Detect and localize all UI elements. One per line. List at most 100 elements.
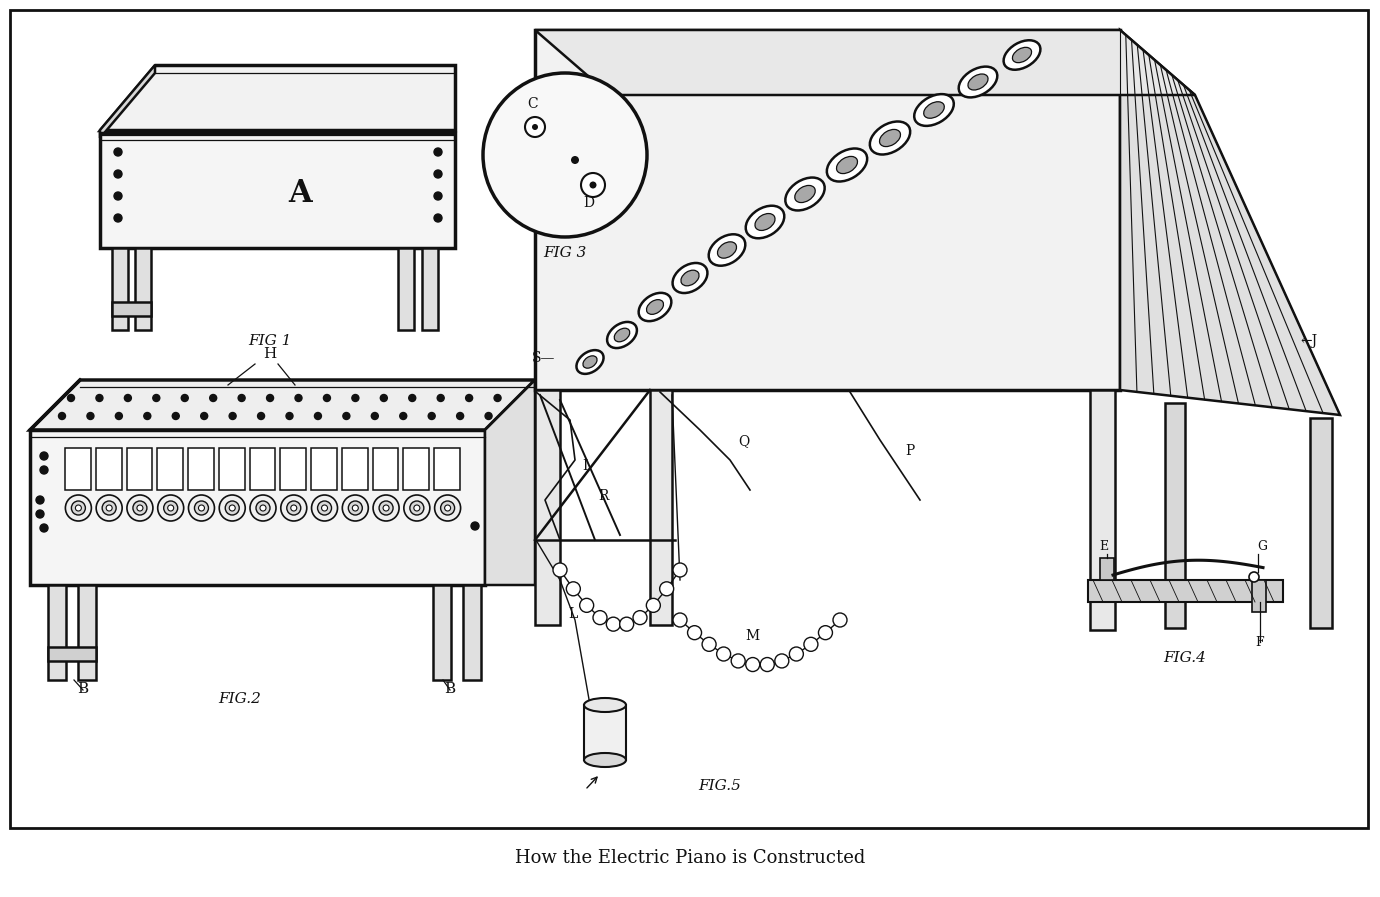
Bar [310,448,337,490]
Text: F: F [1256,636,1264,649]
Polygon shape [1121,30,1340,415]
Ellipse shape [577,350,603,374]
Circle shape [72,501,86,515]
Circle shape [168,505,174,511]
Ellipse shape [914,94,954,126]
Circle shape [1249,572,1259,582]
Bar [157,448,184,490]
Circle shape [373,495,399,521]
Circle shape [181,395,188,402]
Circle shape [76,505,81,511]
Text: How the Electric Piano is Constructed: How the Electric Piano is Constructed [515,849,865,867]
Circle shape [646,598,661,613]
Circle shape [571,156,580,164]
Bar [464,585,482,680]
Circle shape [400,413,407,420]
Circle shape [673,613,687,627]
Circle shape [323,395,330,402]
Bar [79,585,97,680]
Ellipse shape [639,292,671,321]
Circle shape [774,654,789,668]
Circle shape [465,395,472,402]
Polygon shape [535,30,1195,95]
Circle shape [40,466,48,474]
Bar [48,647,97,661]
Circle shape [40,524,48,532]
Bar [397,248,414,330]
Circle shape [286,413,293,420]
Circle shape [195,501,208,515]
Text: FIG.5: FIG.5 [698,779,741,793]
Text: G: G [1257,540,1267,553]
Bar [1087,580,1283,602]
Text: I: I [582,459,588,473]
Circle shape [805,638,818,651]
Circle shape [433,214,442,222]
Bar [650,390,672,625]
Circle shape [287,501,301,515]
Circle shape [533,124,538,130]
Circle shape [352,505,359,511]
Text: P: P [905,444,914,458]
Circle shape [322,505,327,511]
Circle shape [342,413,351,420]
Circle shape [258,413,265,420]
Bar [188,448,214,490]
Bar [1310,418,1332,628]
Circle shape [760,658,774,672]
Bar [373,448,399,490]
Circle shape [580,598,593,613]
Circle shape [342,495,368,521]
Ellipse shape [1013,48,1032,63]
Bar [584,705,627,760]
Bar [112,302,150,316]
Circle shape [317,501,331,515]
Circle shape [58,413,65,420]
Ellipse shape [879,129,901,146]
Circle shape [137,505,144,511]
Circle shape [157,495,184,521]
Circle shape [132,501,146,515]
Ellipse shape [672,263,708,293]
Circle shape [818,626,832,640]
Circle shape [239,395,246,402]
Bar [1165,403,1185,628]
Circle shape [433,170,442,178]
Circle shape [414,505,420,511]
Circle shape [315,413,322,420]
Polygon shape [535,30,1121,390]
Circle shape [127,495,153,521]
Bar [403,448,429,490]
Text: FIG 3: FIG 3 [544,246,586,260]
Circle shape [444,505,451,511]
Circle shape [660,582,673,596]
Bar [219,448,244,490]
Circle shape [581,173,604,197]
Circle shape [295,395,302,402]
Text: M: M [745,629,759,643]
Text: C: C [527,97,538,111]
Ellipse shape [1003,40,1041,70]
Bar [48,585,66,680]
Circle shape [97,395,104,402]
Circle shape [153,395,160,402]
Circle shape [36,510,44,518]
Ellipse shape [614,328,629,342]
Circle shape [381,395,388,402]
Ellipse shape [959,66,998,98]
Text: A: A [288,178,312,208]
Circle shape [210,395,217,402]
Ellipse shape [680,270,700,286]
Circle shape [633,611,647,624]
Ellipse shape [646,300,664,314]
Circle shape [257,501,270,515]
Text: B: B [77,682,88,696]
Circle shape [102,501,116,515]
Bar [65,448,91,490]
Bar [95,448,121,490]
Bar [342,448,367,490]
Text: FIG.4: FIG.4 [1163,651,1206,665]
Bar [422,248,437,330]
Circle shape [620,617,633,631]
Circle shape [428,413,435,420]
